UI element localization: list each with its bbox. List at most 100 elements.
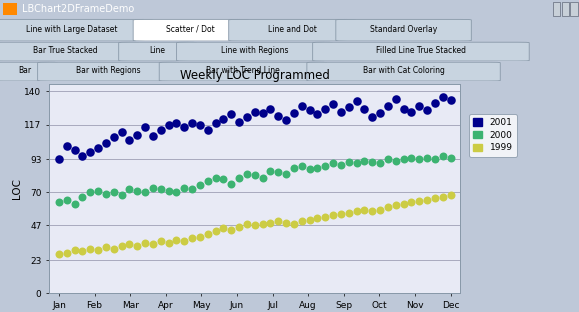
Point <box>352 161 361 166</box>
Bar <box>553 2 560 16</box>
Bar <box>3 3 17 15</box>
Point <box>430 196 439 201</box>
Point <box>54 252 64 257</box>
Point <box>313 112 322 117</box>
Point <box>219 116 228 121</box>
Point <box>125 242 134 247</box>
Point <box>179 185 189 190</box>
Point <box>156 128 166 133</box>
Point <box>368 208 377 213</box>
Text: Line and Dot: Line and Dot <box>267 25 317 34</box>
Point <box>415 198 424 203</box>
Point <box>234 175 244 180</box>
Point <box>234 224 244 229</box>
Point <box>156 239 166 244</box>
Point <box>242 222 251 227</box>
Text: Bar: Bar <box>18 66 31 75</box>
Point <box>258 175 267 180</box>
Point <box>313 216 322 221</box>
Point <box>94 145 103 150</box>
Point <box>391 158 400 163</box>
Point <box>383 157 393 162</box>
Point <box>109 190 119 195</box>
Point <box>211 175 220 180</box>
Point <box>430 100 439 105</box>
Point <box>328 102 338 107</box>
Point <box>360 106 369 111</box>
Text: Line with Large Dataset: Line with Large Dataset <box>26 25 118 34</box>
Point <box>172 237 181 242</box>
Point <box>226 227 236 232</box>
Text: Bar with Regions: Bar with Regions <box>76 66 141 75</box>
Point <box>219 177 228 182</box>
FancyBboxPatch shape <box>229 19 356 41</box>
Point <box>94 188 103 193</box>
Point <box>109 135 119 140</box>
Point <box>117 193 126 198</box>
Point <box>438 194 448 199</box>
Point <box>415 103 424 108</box>
Text: Bar with Trend Line: Bar with Trend Line <box>206 66 280 75</box>
Point <box>399 157 408 162</box>
Point <box>266 106 275 111</box>
Point <box>290 165 299 170</box>
Point <box>172 120 181 125</box>
Point <box>211 229 220 234</box>
Point <box>117 243 126 248</box>
FancyBboxPatch shape <box>307 62 500 81</box>
Point <box>281 118 291 123</box>
Text: Bar with Cat Coloring: Bar with Cat Coloring <box>362 66 445 75</box>
Point <box>321 214 330 219</box>
Point <box>446 155 455 160</box>
Point <box>305 167 314 172</box>
Point <box>133 188 142 193</box>
FancyBboxPatch shape <box>119 42 196 61</box>
Point <box>78 194 87 199</box>
Point <box>281 171 291 176</box>
Point <box>148 185 157 190</box>
Point <box>188 120 197 125</box>
Point <box>234 119 244 124</box>
Point <box>101 141 111 146</box>
Point <box>297 164 306 169</box>
Point <box>62 144 71 149</box>
FancyBboxPatch shape <box>336 19 471 41</box>
Point <box>305 108 314 113</box>
Point <box>406 155 416 160</box>
Point <box>290 222 299 227</box>
Point <box>375 207 384 212</box>
Point <box>133 132 142 137</box>
Point <box>360 158 369 163</box>
Point <box>383 204 393 209</box>
Point <box>164 122 173 127</box>
Point <box>101 191 111 196</box>
Point <box>336 163 346 168</box>
Point <box>86 190 95 195</box>
FancyBboxPatch shape <box>313 42 529 61</box>
Point <box>297 103 306 108</box>
Point <box>70 201 79 206</box>
Point <box>281 220 291 225</box>
Point <box>195 183 204 188</box>
Point <box>54 200 64 205</box>
Text: Line: Line <box>149 46 166 55</box>
Point <box>368 159 377 164</box>
FancyBboxPatch shape <box>0 62 57 81</box>
Point <box>78 249 87 254</box>
Point <box>78 154 87 159</box>
FancyBboxPatch shape <box>0 42 138 61</box>
Point <box>141 240 150 245</box>
Point <box>383 103 393 108</box>
Text: Scatter / Dot: Scatter / Dot <box>166 25 215 34</box>
Point <box>54 157 64 162</box>
FancyBboxPatch shape <box>38 62 179 81</box>
Point <box>328 213 338 218</box>
Y-axis label: LOC: LOC <box>12 178 21 199</box>
Point <box>423 197 432 202</box>
Point <box>391 203 400 208</box>
Point <box>250 109 259 114</box>
Point <box>360 207 369 212</box>
Point <box>336 109 346 114</box>
Point <box>101 245 111 250</box>
Text: LBChart2DFrameDemo: LBChart2DFrameDemo <box>22 4 134 14</box>
